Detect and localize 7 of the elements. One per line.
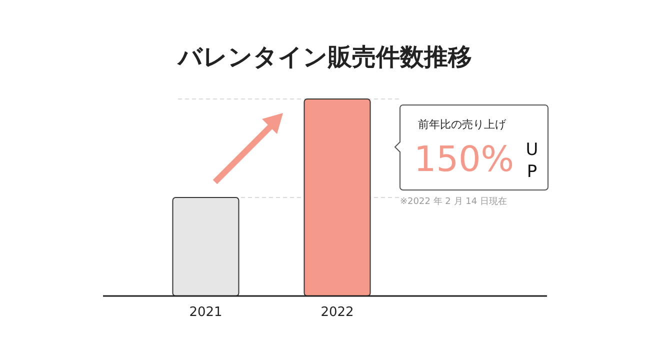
text: UP [526,140,538,182]
text: 前年比の売り上げ [418,118,507,131]
x-tick-label: 2021 [189,305,222,320]
chart-title: バレンタイン販売件数推移 [176,43,472,71]
annotation: ※2022 年 2 月 14 日現在 [400,196,507,207]
x-tick-label: 2022 [320,305,354,320]
text: 150% [414,140,514,180]
